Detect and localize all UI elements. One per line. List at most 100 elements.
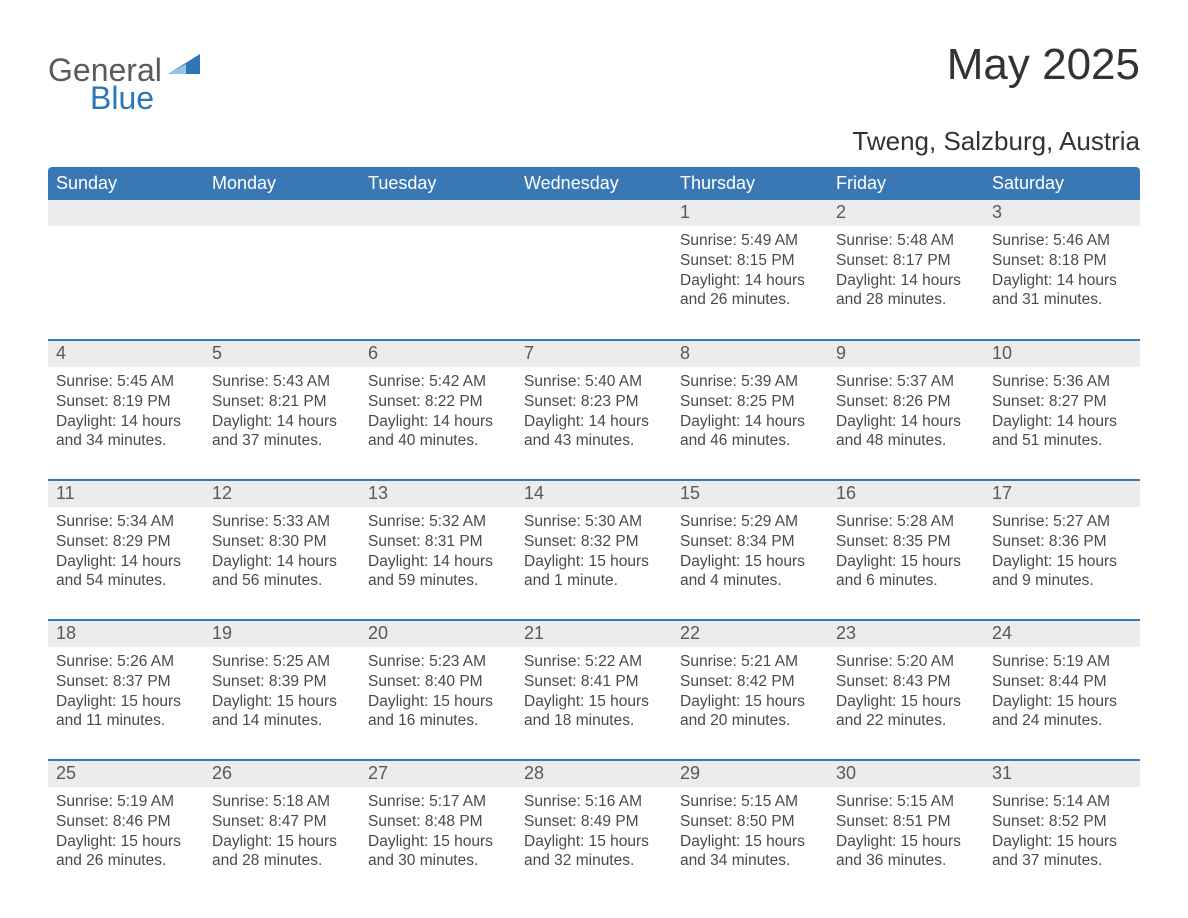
day-sunrise: Sunrise: 5:29 AM — [680, 512, 820, 532]
day-details: Sunrise: 5:40 AMSunset: 8:23 PMDaylight:… — [516, 367, 672, 459]
day-daylight2: and 26 minutes. — [680, 290, 820, 310]
day-sunset: Sunset: 8:30 PM — [212, 532, 352, 552]
day-number: 20 — [360, 621, 516, 647]
day-daylight2: and 43 minutes. — [524, 431, 664, 451]
day-sunrise: Sunrise: 5:49 AM — [680, 231, 820, 251]
day-daylight1: Daylight: 14 hours — [56, 412, 196, 432]
day-sunset: Sunset: 8:26 PM — [836, 392, 976, 412]
day-daylight2: and 30 minutes. — [368, 851, 508, 871]
day-sunrise: Sunrise: 5:16 AM — [524, 792, 664, 812]
day-daylight2: and 11 minutes. — [56, 711, 196, 731]
day-daylight1: Daylight: 15 hours — [212, 832, 352, 852]
day-sunset: Sunset: 8:36 PM — [992, 532, 1132, 552]
calendar-day-cell: 2Sunrise: 5:48 AMSunset: 8:17 PMDaylight… — [828, 200, 984, 340]
day-number: 26 — [204, 761, 360, 787]
day-details: Sunrise: 5:26 AMSunset: 8:37 PMDaylight:… — [48, 647, 204, 739]
day-sunset: Sunset: 8:21 PM — [212, 392, 352, 412]
day-sunrise: Sunrise: 5:25 AM — [212, 652, 352, 672]
day-details: Sunrise: 5:34 AMSunset: 8:29 PMDaylight:… — [48, 507, 204, 599]
day-daylight2: and 1 minute. — [524, 571, 664, 591]
day-details: Sunrise: 5:28 AMSunset: 8:35 PMDaylight:… — [828, 507, 984, 599]
day-sunset: Sunset: 8:48 PM — [368, 812, 508, 832]
day-sunset: Sunset: 8:44 PM — [992, 672, 1132, 692]
day-daylight1: Daylight: 14 hours — [56, 552, 196, 572]
day-daylight2: and 22 minutes. — [836, 711, 976, 731]
calendar-day-cell: 15Sunrise: 5:29 AMSunset: 8:34 PMDayligh… — [672, 480, 828, 620]
day-daylight1: Daylight: 15 hours — [524, 832, 664, 852]
day-number — [204, 200, 360, 226]
day-details: Sunrise: 5:17 AMSunset: 8:48 PMDaylight:… — [360, 787, 516, 879]
day-daylight2: and 31 minutes. — [992, 290, 1132, 310]
day-sunset: Sunset: 8:37 PM — [56, 672, 196, 692]
calendar-week-row: 11Sunrise: 5:34 AMSunset: 8:29 PMDayligh… — [48, 480, 1140, 620]
day-details: Sunrise: 5:19 AMSunset: 8:44 PMDaylight:… — [984, 647, 1140, 739]
day-number: 24 — [984, 621, 1140, 647]
day-details: Sunrise: 5:15 AMSunset: 8:51 PMDaylight:… — [828, 787, 984, 879]
page-title: May 2025 — [947, 40, 1140, 90]
day-number: 27 — [360, 761, 516, 787]
day-sunset: Sunset: 8:29 PM — [56, 532, 196, 552]
day-daylight2: and 54 minutes. — [56, 571, 196, 591]
calendar-day-cell: 23Sunrise: 5:20 AMSunset: 8:43 PMDayligh… — [828, 620, 984, 760]
day-sunrise: Sunrise: 5:22 AM — [524, 652, 664, 672]
logo-flag-icon — [168, 54, 200, 74]
day-sunset: Sunset: 8:32 PM — [524, 532, 664, 552]
calendar-day-cell: 18Sunrise: 5:26 AMSunset: 8:37 PMDayligh… — [48, 620, 204, 760]
day-sunset: Sunset: 8:43 PM — [836, 672, 976, 692]
day-details: Sunrise: 5:14 AMSunset: 8:52 PMDaylight:… — [984, 787, 1140, 879]
day-details: Sunrise: 5:36 AMSunset: 8:27 PMDaylight:… — [984, 367, 1140, 459]
day-sunrise: Sunrise: 5:36 AM — [992, 372, 1132, 392]
day-number: 19 — [204, 621, 360, 647]
day-number: 16 — [828, 481, 984, 507]
calendar-day-cell: 12Sunrise: 5:33 AMSunset: 8:30 PMDayligh… — [204, 480, 360, 620]
day-number: 17 — [984, 481, 1140, 507]
day-daylight2: and 46 minutes. — [680, 431, 820, 451]
day-sunset: Sunset: 8:35 PM — [836, 532, 976, 552]
day-details: Sunrise: 5:20 AMSunset: 8:43 PMDaylight:… — [828, 647, 984, 739]
calendar-column-header: Thursday — [672, 167, 828, 200]
day-sunrise: Sunrise: 5:15 AM — [836, 792, 976, 812]
day-daylight2: and 32 minutes. — [524, 851, 664, 871]
day-sunset: Sunset: 8:42 PM — [680, 672, 820, 692]
day-sunrise: Sunrise: 5:39 AM — [680, 372, 820, 392]
day-sunset: Sunset: 8:39 PM — [212, 672, 352, 692]
day-details: Sunrise: 5:23 AMSunset: 8:40 PMDaylight:… — [360, 647, 516, 739]
day-sunset: Sunset: 8:23 PM — [524, 392, 664, 412]
calendar-column-header: Tuesday — [360, 167, 516, 200]
calendar-day-cell: 20Sunrise: 5:23 AMSunset: 8:40 PMDayligh… — [360, 620, 516, 760]
day-daylight1: Daylight: 15 hours — [212, 692, 352, 712]
day-daylight1: Daylight: 14 hours — [524, 412, 664, 432]
calendar-day-cell: 1Sunrise: 5:49 AMSunset: 8:15 PMDaylight… — [672, 200, 828, 340]
day-details: Sunrise: 5:48 AMSunset: 8:17 PMDaylight:… — [828, 226, 984, 318]
day-number: 3 — [984, 200, 1140, 226]
day-sunset: Sunset: 8:27 PM — [992, 392, 1132, 412]
day-details: Sunrise: 5:33 AMSunset: 8:30 PMDaylight:… — [204, 507, 360, 599]
day-details: Sunrise: 5:49 AMSunset: 8:15 PMDaylight:… — [672, 226, 828, 318]
day-daylight2: and 28 minutes. — [212, 851, 352, 871]
day-number: 14 — [516, 481, 672, 507]
day-sunset: Sunset: 8:34 PM — [680, 532, 820, 552]
day-sunrise: Sunrise: 5:15 AM — [680, 792, 820, 812]
calendar-day-cell: 11Sunrise: 5:34 AMSunset: 8:29 PMDayligh… — [48, 480, 204, 620]
calendar-day-cell: 8Sunrise: 5:39 AMSunset: 8:25 PMDaylight… — [672, 340, 828, 480]
day-number: 22 — [672, 621, 828, 647]
day-daylight2: and 20 minutes. — [680, 711, 820, 731]
day-sunrise: Sunrise: 5:42 AM — [368, 372, 508, 392]
day-daylight1: Daylight: 15 hours — [56, 832, 196, 852]
day-details: Sunrise: 5:43 AMSunset: 8:21 PMDaylight:… — [204, 367, 360, 459]
day-daylight1: Daylight: 15 hours — [368, 692, 508, 712]
day-sunrise: Sunrise: 5:43 AM — [212, 372, 352, 392]
calendar-week-row: 1Sunrise: 5:49 AMSunset: 8:15 PMDaylight… — [48, 200, 1140, 340]
day-sunset: Sunset: 8:18 PM — [992, 251, 1132, 271]
day-sunrise: Sunrise: 5:18 AM — [212, 792, 352, 812]
day-number: 23 — [828, 621, 984, 647]
calendar-table: SundayMondayTuesdayWednesdayThursdayFrid… — [48, 167, 1140, 900]
day-sunset: Sunset: 8:47 PM — [212, 812, 352, 832]
day-sunset: Sunset: 8:50 PM — [680, 812, 820, 832]
day-details: Sunrise: 5:18 AMSunset: 8:47 PMDaylight:… — [204, 787, 360, 879]
day-sunrise: Sunrise: 5:32 AM — [368, 512, 508, 532]
day-daylight2: and 37 minutes. — [212, 431, 352, 451]
day-daylight2: and 26 minutes. — [56, 851, 196, 871]
day-daylight2: and 34 minutes. — [680, 851, 820, 871]
calendar-day-cell: 28Sunrise: 5:16 AMSunset: 8:49 PMDayligh… — [516, 760, 672, 900]
